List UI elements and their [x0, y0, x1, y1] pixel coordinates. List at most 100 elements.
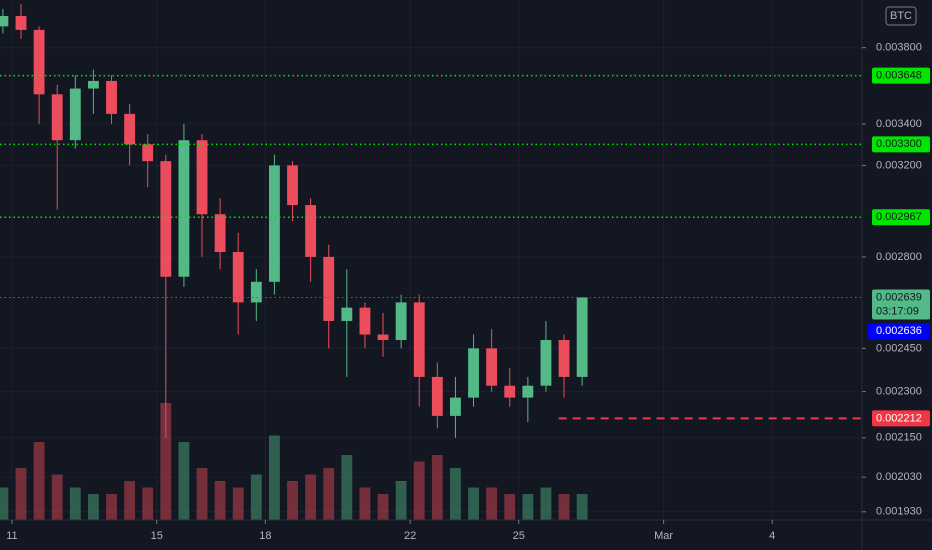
candle-body	[232, 252, 244, 303]
candle-body	[558, 340, 570, 377]
x-tick-label: 18	[259, 530, 271, 542]
volume-bar	[522, 494, 534, 520]
volume-bar	[468, 487, 479, 520]
level-label-box	[872, 410, 930, 427]
candle-body	[142, 144, 154, 162]
volume-bar	[413, 461, 425, 520]
level-label: 0.002967	[876, 211, 922, 223]
y-tick-label: 0.002450	[876, 342, 922, 354]
marks	[0, 4, 862, 520]
volume-bar	[0, 487, 9, 520]
volume-bar	[540, 487, 552, 520]
y-tick-label: 0.001930	[876, 506, 922, 518]
candle-body	[431, 376, 443, 416]
y-tick-label: 0.002800	[876, 251, 922, 263]
x-tick-label: 11	[6, 530, 17, 542]
y-tick-label: 0.002300	[876, 386, 922, 398]
level-label-box	[872, 67, 930, 84]
candle-body	[268, 165, 280, 282]
volume-bar	[486, 487, 498, 520]
level-label: 0.003300	[876, 138, 922, 150]
x-tick-label: 15	[151, 530, 163, 542]
grid	[0, 0, 862, 520]
volume-bar	[268, 435, 280, 520]
countdown: 03:17:09	[876, 305, 919, 317]
x-tick-label: 22	[404, 530, 416, 542]
candle-body	[250, 281, 262, 303]
candle-body	[540, 340, 552, 386]
candle-body	[69, 88, 81, 141]
currency-badge[interactable]	[885, 6, 917, 26]
candle-body	[323, 256, 335, 321]
volume-bar	[51, 474, 63, 520]
candle-body	[341, 307, 353, 321]
candle-body	[287, 165, 298, 206]
volume-bar	[287, 481, 298, 520]
candle-body	[450, 397, 461, 416]
y-tick-label: 0.002150	[876, 432, 922, 444]
y-tick-label: 0.002030	[876, 471, 922, 483]
volume-bar	[15, 468, 27, 520]
volume-bar	[450, 468, 461, 520]
volume-bar	[124, 481, 136, 520]
candle-body	[522, 385, 534, 398]
x-tick-label: 4	[769, 530, 775, 542]
volume-bar	[305, 474, 317, 520]
x-tick-label: Mar	[654, 530, 673, 542]
volume-bar	[160, 403, 172, 520]
volume-bar	[142, 487, 154, 520]
volume-bar	[395, 481, 407, 520]
candle-body	[395, 302, 407, 341]
currency: BTC	[890, 10, 912, 22]
candle-body	[305, 205, 317, 257]
candle-body	[486, 348, 498, 386]
candle-body	[106, 80, 117, 114]
candle-body	[33, 29, 45, 95]
volume-bar	[504, 494, 516, 520]
candle-body	[576, 297, 588, 377]
axes: 0.003800 0.003400 0.003200 0.002800 0.002450…	[6, 42, 930, 542]
candle-body	[196, 140, 208, 215]
volume-bar	[106, 494, 117, 520]
volume-bar	[33, 442, 45, 520]
x-tick-label: 25	[513, 530, 525, 542]
bid-price-label: 0.002636	[876, 325, 922, 337]
volume-bar	[232, 487, 244, 520]
candle-body	[359, 307, 371, 335]
candle-body	[160, 161, 172, 277]
candle-body	[87, 80, 99, 89]
volume-bar	[558, 494, 570, 520]
volume-bar	[323, 468, 335, 520]
volume-bar	[341, 455, 353, 520]
candle-body	[124, 113, 136, 145]
candle-body	[377, 334, 389, 341]
candle-body	[468, 348, 479, 398]
level-label-box	[872, 136, 930, 153]
volume-bar	[377, 494, 389, 520]
candle-body	[214, 214, 226, 253]
candle-body	[413, 302, 425, 377]
candle-body	[15, 15, 27, 30]
volume-bar	[576, 494, 588, 520]
level-label-box	[872, 209, 930, 226]
candle-body	[504, 385, 516, 398]
volume-bar	[196, 468, 208, 520]
y-tick-label: 0.003800	[876, 42, 922, 54]
volume-bar	[431, 455, 443, 520]
candle-body	[51, 94, 63, 141]
volume-bar	[87, 494, 99, 520]
level-label: 0.002212	[876, 412, 922, 424]
bid-price-box	[868, 323, 930, 340]
last-price-box	[872, 289, 930, 320]
y-tick-label: 0.003200	[876, 159, 922, 171]
last-price-label: 0.002639	[876, 291, 922, 303]
volume-bar	[250, 474, 262, 520]
volume-bar	[359, 487, 371, 520]
volume-bar	[69, 487, 81, 520]
candle-body	[0, 15, 9, 27]
y-tick-label: 0.003400	[876, 118, 922, 130]
level-label: 0.003648	[876, 70, 922, 82]
